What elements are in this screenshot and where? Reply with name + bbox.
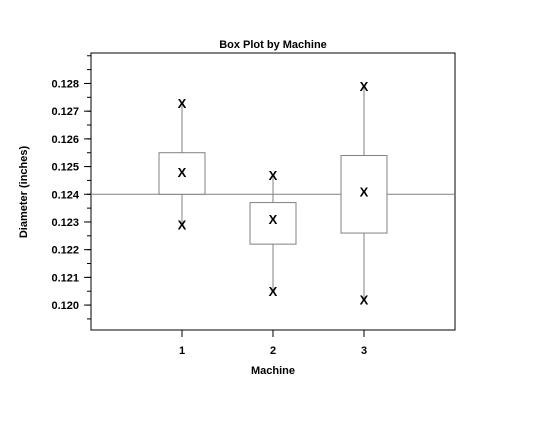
min-marker: X (178, 218, 187, 233)
min-marker: X (269, 284, 278, 299)
y-tick-label: 0.122 (51, 245, 79, 257)
x-tick-label: 3 (361, 345, 367, 357)
max-marker: X (178, 96, 187, 111)
min-marker: X (360, 293, 369, 308)
median-marker: X (178, 165, 187, 180)
median-marker: X (360, 185, 369, 200)
max-marker: X (360, 79, 369, 94)
median-marker: X (269, 212, 278, 227)
box-iqr (340, 154, 388, 234)
y-axis-label: Diameter (inches) (18, 146, 30, 239)
y-tick-label: 0.127 (51, 106, 79, 118)
x-tick-label: 1 (179, 345, 185, 357)
y-tick-label: 0.120 (51, 300, 79, 312)
chart-title: Box Plot by Machine (219, 39, 327, 51)
y-tick-label: 0.124 (51, 189, 79, 201)
x-axis-label: Machine (251, 365, 295, 377)
max-marker: X (269, 168, 278, 183)
box-iqr (158, 152, 206, 195)
y-tick-label: 0.121 (51, 272, 79, 284)
y-tick-label: 0.123 (51, 217, 79, 229)
y-tick-label: 0.128 (51, 78, 79, 90)
x-tick-label: 2 (270, 345, 276, 357)
y-tick-label: 0.125 (51, 162, 79, 174)
y-tick-label: 0.126 (51, 134, 79, 146)
box-iqr (249, 202, 297, 245)
